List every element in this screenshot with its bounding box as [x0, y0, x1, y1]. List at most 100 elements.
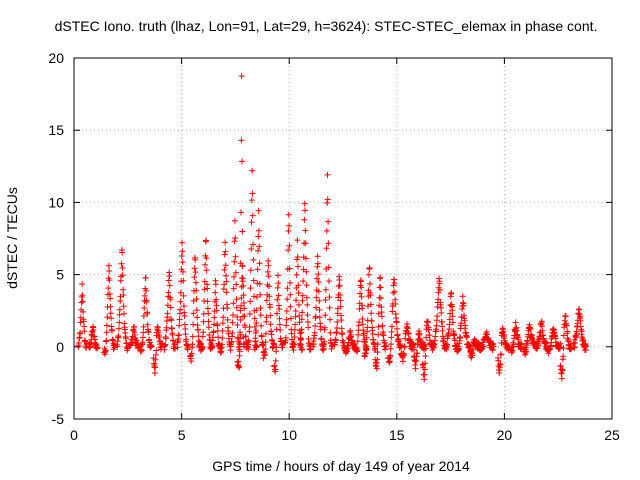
- data-point: [107, 310, 114, 317]
- data-point: [180, 292, 187, 299]
- data-point: [315, 278, 322, 285]
- data-point: [249, 212, 256, 219]
- data-point: [337, 303, 344, 310]
- data-point: [250, 241, 257, 248]
- data-point: [142, 274, 149, 281]
- data-point: [103, 322, 110, 329]
- data-point: [460, 302, 467, 309]
- data-point: [248, 197, 255, 204]
- data-point: [303, 282, 310, 289]
- data-point: [177, 298, 184, 305]
- data-point: [140, 323, 147, 330]
- data-point: [122, 335, 129, 342]
- data-point: [498, 351, 505, 358]
- data-point: [315, 288, 322, 295]
- data-point: [513, 324, 520, 331]
- data-point: [299, 292, 306, 299]
- data-point: [116, 306, 123, 313]
- data-point: [388, 334, 395, 341]
- data-point: [273, 326, 280, 333]
- data-point: [166, 273, 173, 280]
- data-point: [286, 222, 293, 229]
- data-point: [438, 309, 445, 316]
- data-point: [224, 316, 231, 323]
- data-point: [264, 281, 271, 288]
- data-point: [356, 319, 363, 326]
- data-point: [257, 305, 264, 312]
- y-tick-label: 15: [48, 122, 64, 138]
- data-point: [230, 312, 237, 319]
- data-point: [120, 286, 127, 293]
- data-point: [394, 325, 401, 332]
- data-point: [246, 311, 253, 318]
- data-point: [234, 313, 241, 320]
- data-point: [449, 307, 456, 314]
- data-point: [115, 333, 122, 340]
- data-point: [220, 314, 227, 321]
- data-point: [119, 249, 126, 256]
- data-point: [422, 345, 429, 352]
- data-point: [256, 260, 263, 267]
- data-point: [179, 268, 186, 275]
- data-point: [237, 317, 244, 324]
- data-point: [421, 366, 428, 373]
- data-point: [558, 375, 565, 382]
- data-point: [247, 267, 254, 274]
- data-point: [325, 240, 332, 247]
- data-point: [137, 348, 144, 355]
- data-point: [518, 341, 525, 348]
- data-point: [118, 260, 125, 267]
- data-point: [237, 260, 244, 267]
- data-point: [241, 305, 248, 312]
- data-point: [527, 326, 534, 333]
- data-point: [253, 320, 260, 326]
- data-point: [291, 326, 298, 333]
- data-point: [416, 328, 423, 335]
- data-point: [219, 327, 226, 334]
- data-point: [246, 324, 253, 331]
- data-point: [236, 364, 243, 371]
- data-point: [391, 288, 398, 295]
- data-point: [447, 310, 454, 317]
- data-point: [166, 282, 173, 289]
- data-point: [327, 329, 334, 336]
- data-point: [368, 310, 375, 317]
- data-point: [354, 338, 361, 345]
- data-point: [314, 260, 321, 267]
- data-point: [283, 308, 290, 315]
- data-point: [322, 297, 329, 304]
- data-point: [391, 280, 398, 287]
- data-point: [369, 331, 376, 338]
- data-point: [386, 358, 393, 365]
- data-point: [365, 271, 372, 278]
- data-point: [229, 319, 236, 326]
- data-point: [179, 259, 186, 266]
- data-point: [190, 310, 197, 317]
- data-point: [177, 289, 184, 296]
- data-point: [256, 243, 263, 250]
- data-point: [286, 265, 293, 272]
- data-point: [192, 256, 199, 263]
- data-point: [236, 348, 243, 355]
- data-point: [153, 347, 160, 354]
- data-point: [266, 283, 273, 290]
- data-point: [91, 336, 98, 343]
- data-point: [304, 318, 311, 325]
- data-point: [200, 329, 207, 336]
- data-point: [373, 365, 380, 372]
- data-point: [116, 319, 123, 326]
- data-point: [356, 305, 363, 312]
- data-point: [254, 280, 261, 287]
- data-point: [377, 295, 384, 302]
- data-point: [335, 283, 342, 290]
- data-point: [165, 277, 172, 284]
- data-point: [212, 289, 219, 296]
- data-point: [560, 345, 567, 352]
- data-point: [414, 350, 421, 357]
- data-point: [273, 344, 280, 351]
- data-point: [457, 334, 464, 341]
- data-point: [390, 289, 397, 296]
- data-point: [334, 319, 341, 326]
- data-point: [214, 322, 221, 329]
- data-point: [283, 322, 290, 329]
